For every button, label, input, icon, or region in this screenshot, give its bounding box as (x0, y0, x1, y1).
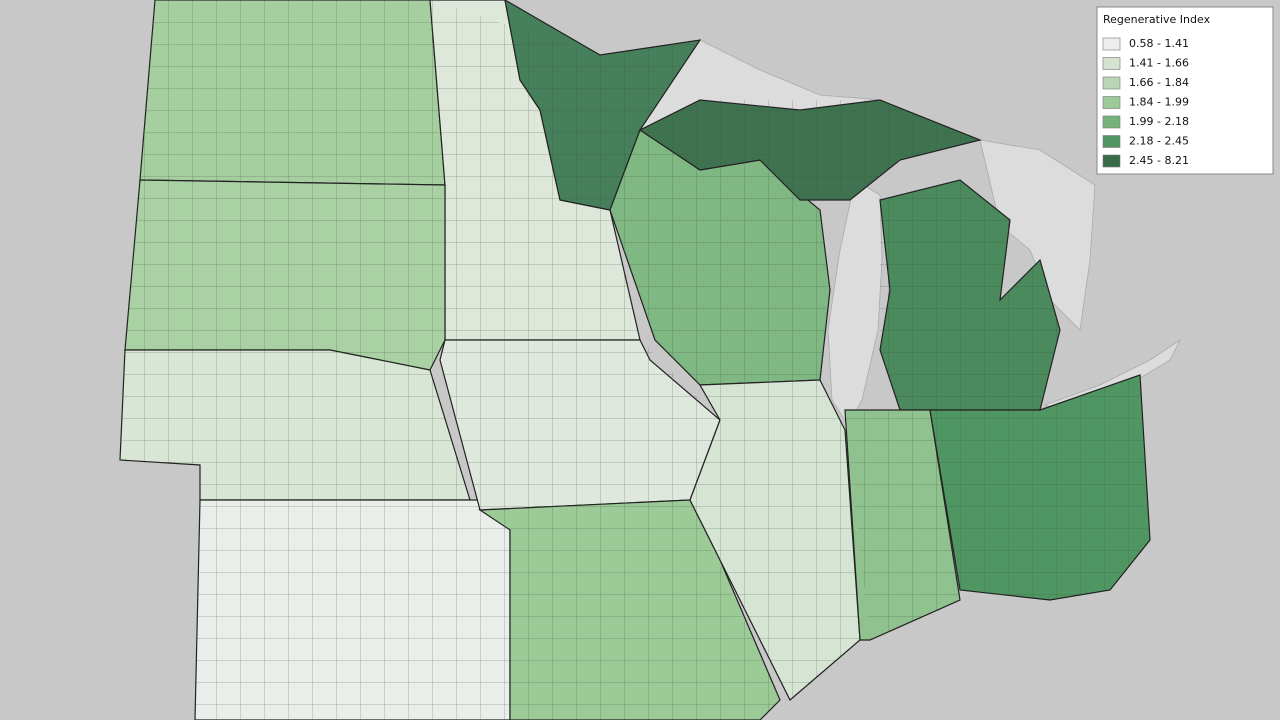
legend-swatch (1102, 37, 1121, 51)
legend-label: 1.66 - 1.84 (1129, 76, 1189, 89)
legend-swatch (1102, 135, 1121, 148)
legend-label: 0.58 - 1.41 (1129, 37, 1189, 50)
legend-label: 2.45 - 8.21 (1129, 154, 1189, 167)
legend-swatch (1102, 154, 1121, 168)
lake-huron (979, 139, 1096, 331)
legend-swatch (1102, 115, 1121, 129)
legend-box (1096, 6, 1274, 175)
legend-title: Regenerative Index (1103, 13, 1211, 26)
legend-label: 1.84 - 1.99 (1129, 96, 1189, 109)
legend-label: 1.99 - 2.18 (1129, 115, 1189, 128)
counties (120, 0, 1150, 720)
legend-swatch (1102, 57, 1121, 70)
legend-label: 1.41 - 1.66 (1129, 57, 1189, 70)
legend-swatch (1102, 76, 1121, 90)
legend-swatch (1102, 96, 1121, 109)
legend-label: 2.18 - 2.45 (1129, 135, 1189, 148)
county-grid (120, 0, 1150, 720)
legend: Regenerative Index 0.58 - 1.41 1.41 - 1.6… (1096, 6, 1274, 175)
